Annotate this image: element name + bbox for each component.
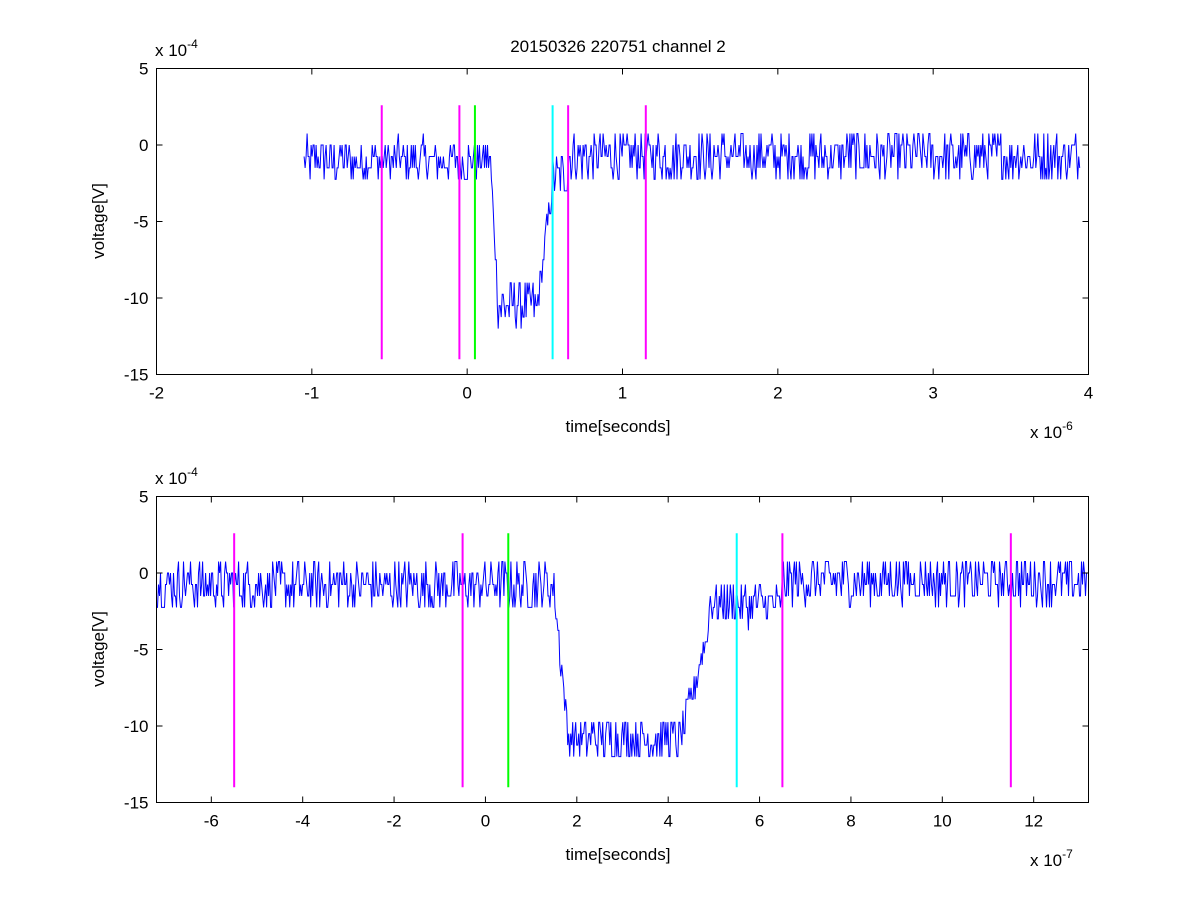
bottom-plot-x-tick-label: 8 xyxy=(846,812,855,831)
top-plot-y-ticks: 5 0 -5 -10 -15 xyxy=(124,60,1089,385)
bottom-plot-x-tick-label: -2 xyxy=(387,812,402,831)
top-plot-x-label: time[seconds] xyxy=(566,417,671,436)
bottom-plot-y-tick-label: 0 xyxy=(139,564,148,583)
top-plot-x-exponent: x 10-6 xyxy=(1030,419,1073,442)
bottom-plot-x-tick-label: -4 xyxy=(295,812,310,831)
bottom-plot-marks xyxy=(156,533,1088,788)
top-plot-x-exponent-power: -6 xyxy=(1062,419,1073,433)
bottom-plot-y-exponent-power: -4 xyxy=(187,465,198,479)
bottom-plot-x-exponent: x 10-7 xyxy=(1030,847,1073,870)
bottom-plot-y-exponent-base: x 10 xyxy=(155,469,187,488)
top-plot-x-tick-label: 3 xyxy=(928,384,937,403)
bottom-plot-y-tick-label: -5 xyxy=(133,641,148,660)
top-plot-y-exponent: x 10-4 xyxy=(155,37,198,60)
bottom-plot-x-exponent-power: -7 xyxy=(1062,847,1073,861)
bottom-plot-y-ticks: 5 0 -5 -10 -15 xyxy=(124,488,1089,813)
top-plot-y-tick-label: -5 xyxy=(133,213,148,232)
bottom-plot: 5 0 -5 -10 -15 -6 -4 -2 0 2 4 6 8 10 12 time[seconds]… xyxy=(89,465,1089,870)
bottom-plot-y-tick-label: 5 xyxy=(139,488,148,507)
top-plot-y-label: voltage[V] xyxy=(89,183,108,259)
bottom-plot-x-ticks: -6 -4 -2 0 2 4 6 8 10 12 xyxy=(204,496,1043,831)
top-plot-y-tick-label: -10 xyxy=(124,289,149,308)
bottom-plot-x-tick-label: -6 xyxy=(204,812,219,831)
top-plot-x-exponent-base: x 10 xyxy=(1030,423,1062,442)
figure-title: 20150326 220751 channel 2 xyxy=(510,37,726,56)
top-plot-y-tick-label: -15 xyxy=(124,366,149,385)
top-plot-x-tick-label: -1 xyxy=(304,384,319,403)
top-plot-x-tick-label: 1 xyxy=(618,384,627,403)
top-plot-frame xyxy=(156,68,1089,375)
top-plot-y-exponent-base: x 10 xyxy=(155,41,187,60)
top-plot-y-exponent-power: -4 xyxy=(187,37,198,51)
bottom-plot-x-label: time[seconds] xyxy=(566,845,671,864)
top-plot-x-tick-label: 2 xyxy=(773,384,782,403)
bottom-plot-x-tick-label: 6 xyxy=(755,812,764,831)
bottom-plot-y-tick-label: -15 xyxy=(124,794,149,813)
top-plot-y-tick-label: 5 xyxy=(139,60,148,79)
top-plot-x-tick-label: 0 xyxy=(462,384,471,403)
top-plot-x-ticks: -2 -1 0 1 2 3 4 xyxy=(149,68,1093,403)
bottom-plot-y-label: voltage[V] xyxy=(89,611,108,687)
top-plot-x-tick-label: -2 xyxy=(149,384,164,403)
bottom-plot-x-tick-label: 4 xyxy=(663,812,672,831)
bottom-plot-x-tick-label: 12 xyxy=(1024,812,1043,831)
top-plot-y-tick-label: 0 xyxy=(139,136,148,155)
bottom-plot-x-tick-label: 0 xyxy=(481,812,490,831)
bottom-plot-x-tick-label: 2 xyxy=(572,812,581,831)
bottom-plot-y-exponent: x 10-4 xyxy=(155,465,198,488)
top-plot-marks xyxy=(303,105,1081,360)
top-plot: 50-5-10-15 -2 -1 0 1 2 3 4 time[seconds] volta… xyxy=(89,37,1093,442)
top-plot-signal-line xyxy=(303,133,1081,329)
bottom-plot-signal-line xyxy=(156,561,1088,758)
bottom-plot-x-exponent-base: x 10 xyxy=(1030,851,1062,870)
top-plot-x-tick-label: 4 xyxy=(1084,384,1093,403)
bottom-plot-x-tick-label: 10 xyxy=(933,812,952,831)
bottom-plot-frame xyxy=(156,496,1089,803)
bottom-plot-y-tick-label: -10 xyxy=(124,717,149,736)
